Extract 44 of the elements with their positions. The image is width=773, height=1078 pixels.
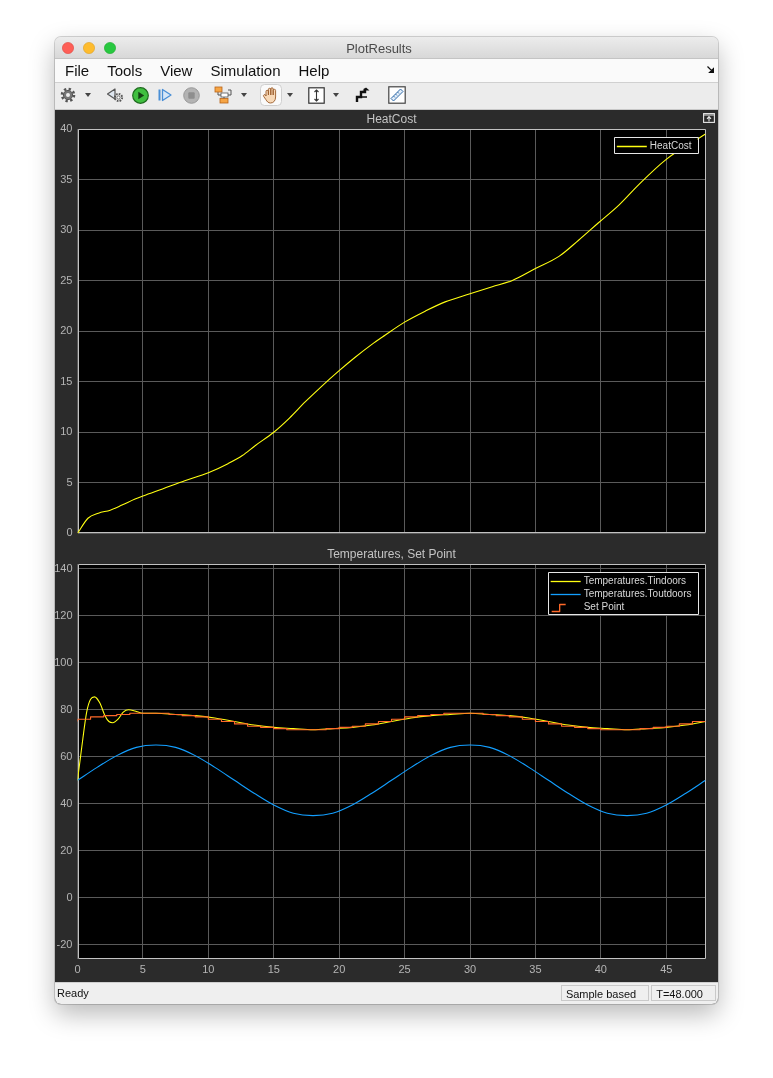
x-tick-label: 10 <box>202 963 215 976</box>
y-tick-label: 140 <box>54 561 73 574</box>
y-tick-label: 30 <box>60 223 73 236</box>
text: T=48.000 <box>651 985 716 1001</box>
text: Simulation <box>210 62 281 79</box>
chart-title: HeatCost <box>366 111 418 126</box>
y-tick-label: 80 <box>60 702 73 715</box>
y-tick-label: 20 <box>60 324 73 337</box>
text: Ready <box>57 987 89 1000</box>
y-tick-label: 10 <box>60 425 73 438</box>
text: Help <box>298 62 330 79</box>
y-tick-label: 25 <box>60 273 73 286</box>
x-tick-label: 5 <box>139 963 146 976</box>
y-tick-label: -20 <box>56 937 73 950</box>
x-tick-label: 30 <box>463 963 477 976</box>
y-tick-label: 15 <box>60 374 73 387</box>
x-tick-label: 35 <box>529 963 542 976</box>
text: File <box>65 62 90 79</box>
y-tick-label: 20 <box>60 843 73 856</box>
chart-title: Temperatures, Set Point <box>327 546 457 561</box>
y-tick-label: 5 <box>66 475 73 488</box>
x-tick-label: 25 <box>398 963 411 976</box>
text: Tools <box>107 62 143 79</box>
y-tick-label: 100 <box>54 655 73 668</box>
legend-label: Temperatures.Toutdoors <box>583 588 692 600</box>
y-tick-label: 40 <box>60 796 73 809</box>
x-tick-label: 0 <box>74 963 81 976</box>
y-tick-label: 0 <box>66 890 73 903</box>
legend-label: Temperatures.Tindoors <box>583 575 687 587</box>
x-tick-label: 20 <box>333 963 346 976</box>
legend-label: Set Point <box>583 601 625 613</box>
y-tick-label: 0 <box>66 526 73 539</box>
text: View <box>160 62 193 79</box>
x-tick-label: 15 <box>267 963 280 976</box>
line-series <box>77 744 706 817</box>
x-tick-label: 40 <box>594 963 607 976</box>
y-tick-label: 40 <box>60 122 73 135</box>
text: Sample based <box>560 985 650 1001</box>
y-tick-label: 60 <box>60 749 73 762</box>
y-tick-label: 120 <box>54 608 73 621</box>
x-tick-label: 45 <box>660 963 673 976</box>
text: PlotResults <box>346 41 412 56</box>
legend-label: HeatCost <box>649 140 692 152</box>
y-tick-label: 35 <box>60 172 73 185</box>
